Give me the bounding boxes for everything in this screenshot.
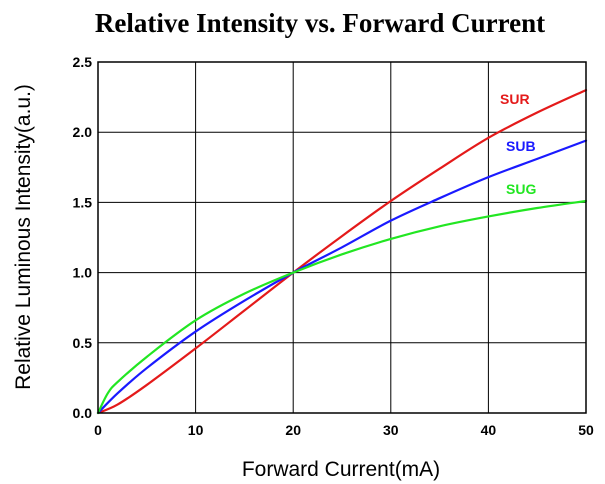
x-tick-label: 10 [188, 422, 204, 438]
x-tick-label: 30 [383, 422, 399, 438]
chart-title: Relative Intensity vs. Forward Current [95, 8, 545, 38]
series-labels: SUR SUB SUG [500, 91, 536, 197]
y-tick-label: 2.0 [73, 124, 93, 140]
grid [97, 61, 587, 414]
x-axis-label: Forward Current(mA) [242, 458, 440, 481]
series-line-sug [96, 199, 588, 415]
x-tick-label: 40 [481, 422, 497, 438]
series-lines [96, 88, 588, 415]
x-tick-label: 50 [578, 422, 594, 438]
y-tick-label: 2.5 [73, 54, 93, 70]
y-tick-label: 0.5 [73, 335, 93, 351]
series-line-sub [96, 139, 588, 415]
series-label-sug: SUG [506, 181, 536, 197]
tick-labels: 0 10 20 30 40 50 0.0 0.5 1.0 1.5 2.0 2.5 [73, 54, 594, 438]
y-tick-label: 0.0 [73, 405, 93, 421]
y-tick-label: 1.0 [73, 265, 93, 281]
plot-frame [97, 61, 587, 414]
series-label-sub: SUB [506, 138, 536, 154]
y-tick-label: 1.5 [73, 194, 93, 210]
series-line-sur [96, 88, 588, 415]
y-axis-label: Relative Luminous Intensity(a.u.) [12, 84, 35, 390]
x-tick-label: 0 [94, 422, 102, 438]
series-label-sur: SUR [500, 91, 530, 107]
x-tick-label: 20 [285, 422, 301, 438]
